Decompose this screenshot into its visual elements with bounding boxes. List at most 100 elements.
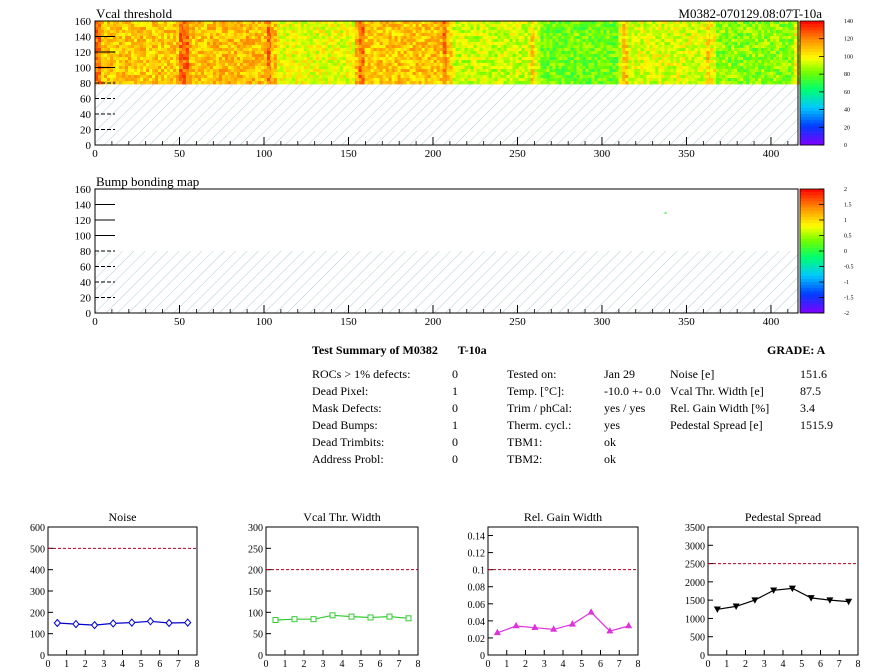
threshold-pixel bbox=[95, 33, 99, 37]
threshold-pixel bbox=[206, 66, 211, 70]
threshold-pixel bbox=[176, 78, 180, 82]
threshold-pixel bbox=[691, 48, 695, 52]
threshold-pixel bbox=[101, 45, 105, 49]
threshold-pixel bbox=[637, 78, 641, 82]
threshold-pixel bbox=[503, 54, 507, 58]
threshold-pixel bbox=[385, 33, 389, 37]
threshold-pixel bbox=[649, 45, 653, 49]
threshold-pixel bbox=[670, 48, 674, 52]
threshold-pixel bbox=[167, 51, 171, 55]
threshold-pixel bbox=[206, 45, 211, 49]
threshold-pixel bbox=[476, 48, 480, 52]
threshold-pixel bbox=[700, 60, 704, 64]
threshold-pixel bbox=[558, 75, 562, 79]
threshold-pixel bbox=[703, 51, 707, 55]
threshold-pixel bbox=[200, 81, 205, 85]
threshold-pixel bbox=[755, 72, 759, 76]
threshold-pixel bbox=[646, 21, 650, 25]
threshold-pixel bbox=[194, 57, 199, 61]
threshold-pixel bbox=[646, 42, 650, 46]
threshold-pixel bbox=[561, 72, 565, 76]
threshold-pixel bbox=[518, 75, 522, 79]
threshold-pixel bbox=[212, 36, 217, 40]
threshold-pixel bbox=[691, 30, 695, 34]
threshold-pixel bbox=[722, 27, 726, 31]
threshold-pixel bbox=[625, 33, 629, 37]
threshold-pixel bbox=[376, 33, 380, 37]
threshold-pixel bbox=[170, 78, 174, 82]
threshold-pixel bbox=[442, 51, 446, 55]
threshold-pixel bbox=[512, 45, 516, 49]
threshold-pixel bbox=[549, 42, 553, 46]
threshold-pixel bbox=[203, 81, 208, 85]
threshold-pixel bbox=[403, 81, 407, 85]
threshold-pixel bbox=[427, 36, 431, 40]
threshold-pixel bbox=[746, 72, 750, 76]
threshold-pixel bbox=[497, 30, 501, 34]
threshold-pixel bbox=[373, 66, 377, 70]
threshold-pixel bbox=[588, 69, 592, 73]
threshold-pixel bbox=[767, 54, 771, 58]
threshold-pixel bbox=[336, 57, 341, 61]
threshold-pixel bbox=[385, 54, 389, 58]
threshold-pixel bbox=[561, 60, 565, 64]
threshold-pixel bbox=[233, 81, 238, 85]
threshold-pixel bbox=[509, 57, 513, 61]
threshold-pixel bbox=[706, 60, 710, 64]
threshold-pixel bbox=[512, 63, 516, 67]
threshold-pixel bbox=[430, 72, 434, 76]
threshold-pixel bbox=[233, 69, 238, 73]
threshold-pixel bbox=[524, 36, 528, 40]
threshold-pixel bbox=[140, 75, 144, 79]
threshold-pixel bbox=[497, 78, 501, 82]
threshold-pixel bbox=[119, 36, 123, 40]
threshold-pixel bbox=[119, 39, 123, 43]
threshold-pixel bbox=[761, 36, 765, 40]
threshold-pixel bbox=[143, 48, 147, 52]
threshold-pixel bbox=[722, 33, 726, 37]
threshold-pixel bbox=[122, 24, 126, 28]
threshold-pixel bbox=[716, 69, 720, 73]
threshold-pixel bbox=[458, 42, 462, 46]
threshold-pixel bbox=[236, 33, 241, 37]
threshold-pixel bbox=[752, 36, 756, 40]
threshold-pixel bbox=[767, 51, 771, 55]
threshold-pixel bbox=[188, 81, 193, 85]
threshold-pixel bbox=[615, 27, 619, 31]
threshold-pixel bbox=[573, 24, 577, 28]
threshold-pixel bbox=[239, 51, 244, 55]
threshold-pixel bbox=[373, 57, 377, 61]
threshold-pixel bbox=[746, 57, 750, 61]
threshold-pixel bbox=[245, 30, 250, 34]
threshold-pixel bbox=[260, 66, 265, 70]
threshold-pixel bbox=[306, 57, 311, 61]
threshold-pixel bbox=[694, 24, 698, 28]
threshold-pixel bbox=[297, 21, 302, 25]
threshold-pixel bbox=[594, 48, 598, 52]
threshold-pixel bbox=[570, 30, 574, 34]
threshold-pixel bbox=[122, 54, 126, 58]
threshold-pixel bbox=[263, 75, 268, 79]
threshold-pixel bbox=[182, 69, 187, 73]
threshold-pixel bbox=[260, 33, 265, 37]
threshold-pixel bbox=[667, 30, 671, 34]
threshold-pixel bbox=[288, 63, 293, 67]
threshold-pixel bbox=[233, 54, 238, 58]
threshold-pixel bbox=[430, 60, 434, 64]
threshold-pixel bbox=[649, 36, 653, 40]
threshold-pixel bbox=[137, 57, 141, 61]
threshold-pixel bbox=[254, 42, 259, 46]
threshold-pixel bbox=[149, 24, 153, 28]
threshold-pixel bbox=[367, 30, 371, 34]
threshold-pixel bbox=[176, 36, 180, 40]
threshold-pixel bbox=[637, 45, 641, 49]
threshold-pixel bbox=[391, 63, 395, 67]
threshold-pixel bbox=[134, 36, 138, 40]
threshold-pixel bbox=[421, 57, 425, 61]
threshold-pixel bbox=[294, 60, 299, 64]
threshold-pixel bbox=[452, 63, 456, 67]
threshold-pixel bbox=[143, 21, 147, 25]
threshold-pixel bbox=[679, 54, 683, 58]
threshold-pixel bbox=[230, 39, 235, 43]
threshold-pixel bbox=[294, 27, 299, 31]
